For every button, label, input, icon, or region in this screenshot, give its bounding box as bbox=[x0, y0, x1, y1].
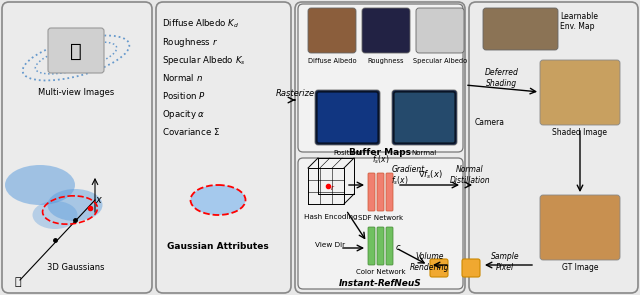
Text: Instant-RefNeuS: Instant-RefNeuS bbox=[339, 279, 421, 288]
Text: Normal: Normal bbox=[412, 150, 436, 156]
Text: Buffer Maps: Buffer Maps bbox=[349, 148, 411, 157]
Text: $c$: $c$ bbox=[395, 243, 401, 253]
Text: Gaussian Attributes: Gaussian Attributes bbox=[167, 242, 269, 251]
Text: $\nabla f_s(x)$: $\nabla f_s(x)$ bbox=[418, 169, 442, 181]
FancyBboxPatch shape bbox=[317, 92, 378, 143]
FancyBboxPatch shape bbox=[394, 92, 455, 143]
FancyBboxPatch shape bbox=[298, 158, 463, 289]
FancyBboxPatch shape bbox=[416, 8, 464, 53]
Ellipse shape bbox=[5, 165, 75, 205]
Text: $f_s(x)$: $f_s(x)$ bbox=[372, 153, 390, 166]
FancyBboxPatch shape bbox=[386, 227, 393, 265]
FancyBboxPatch shape bbox=[368, 173, 375, 211]
FancyBboxPatch shape bbox=[392, 90, 457, 145]
FancyBboxPatch shape bbox=[540, 195, 620, 260]
FancyBboxPatch shape bbox=[377, 227, 384, 265]
Text: 🍞: 🍞 bbox=[70, 42, 82, 60]
FancyBboxPatch shape bbox=[368, 227, 375, 265]
Text: Deferred
Shading: Deferred Shading bbox=[485, 68, 519, 88]
Text: View Dir: View Dir bbox=[315, 242, 345, 248]
Text: Hash Encoding: Hash Encoding bbox=[304, 214, 358, 220]
Text: SDF Network: SDF Network bbox=[358, 215, 404, 221]
FancyBboxPatch shape bbox=[540, 60, 620, 125]
FancyBboxPatch shape bbox=[308, 8, 356, 53]
Text: Position $P$: Position $P$ bbox=[162, 90, 206, 101]
Text: Covariance $\Sigma$: Covariance $\Sigma$ bbox=[162, 126, 220, 137]
Text: Multi-view Images: Multi-view Images bbox=[38, 88, 114, 97]
FancyBboxPatch shape bbox=[156, 2, 291, 293]
Text: Learnable
Env. Map: Learnable Env. Map bbox=[560, 12, 598, 31]
FancyBboxPatch shape bbox=[483, 8, 558, 50]
Text: Normal
Distillation: Normal Distillation bbox=[450, 165, 490, 185]
FancyBboxPatch shape bbox=[469, 2, 638, 293]
Text: Gradient: Gradient bbox=[392, 165, 424, 173]
Text: Volume
Rendering: Volume Rendering bbox=[410, 252, 450, 272]
Text: Diffuse Albedo: Diffuse Albedo bbox=[308, 58, 356, 64]
Text: Specular Albedo: Specular Albedo bbox=[413, 58, 467, 64]
Text: GT Image: GT Image bbox=[562, 263, 598, 272]
Text: $r$: $r$ bbox=[330, 183, 335, 192]
Text: Opacity $\alpha$: Opacity $\alpha$ bbox=[162, 108, 205, 121]
Ellipse shape bbox=[191, 185, 246, 215]
Text: Rasterize: Rasterize bbox=[275, 88, 315, 98]
FancyBboxPatch shape bbox=[377, 173, 384, 211]
Text: Sample
Pixel: Sample Pixel bbox=[491, 252, 519, 272]
Text: 3D Gaussians: 3D Gaussians bbox=[47, 263, 105, 273]
FancyBboxPatch shape bbox=[315, 90, 380, 145]
FancyBboxPatch shape bbox=[48, 28, 104, 73]
Text: $f_s(x)$: $f_s(x)$ bbox=[391, 175, 409, 187]
Text: $x$: $x$ bbox=[95, 195, 103, 205]
FancyBboxPatch shape bbox=[462, 259, 480, 277]
Text: Normal $n$: Normal $n$ bbox=[162, 72, 203, 83]
FancyBboxPatch shape bbox=[430, 259, 448, 277]
Text: Camera: Camera bbox=[475, 118, 505, 127]
Text: Diffuse Albedo $K_d$: Diffuse Albedo $K_d$ bbox=[162, 18, 239, 30]
Text: Specular Albedo $K_s$: Specular Albedo $K_s$ bbox=[162, 54, 246, 67]
FancyBboxPatch shape bbox=[298, 4, 463, 152]
Text: 👁: 👁 bbox=[15, 277, 21, 287]
FancyBboxPatch shape bbox=[295, 2, 465, 293]
FancyBboxPatch shape bbox=[2, 2, 152, 293]
Text: Roughness: Roughness bbox=[368, 58, 404, 64]
Text: Position: Position bbox=[333, 150, 360, 156]
Ellipse shape bbox=[47, 189, 102, 221]
FancyBboxPatch shape bbox=[362, 8, 410, 53]
Ellipse shape bbox=[33, 201, 77, 229]
Text: Color Network: Color Network bbox=[356, 269, 406, 275]
Text: Roughness $r$: Roughness $r$ bbox=[162, 36, 218, 49]
Text: Shaded Image: Shaded Image bbox=[552, 128, 607, 137]
FancyBboxPatch shape bbox=[386, 173, 393, 211]
